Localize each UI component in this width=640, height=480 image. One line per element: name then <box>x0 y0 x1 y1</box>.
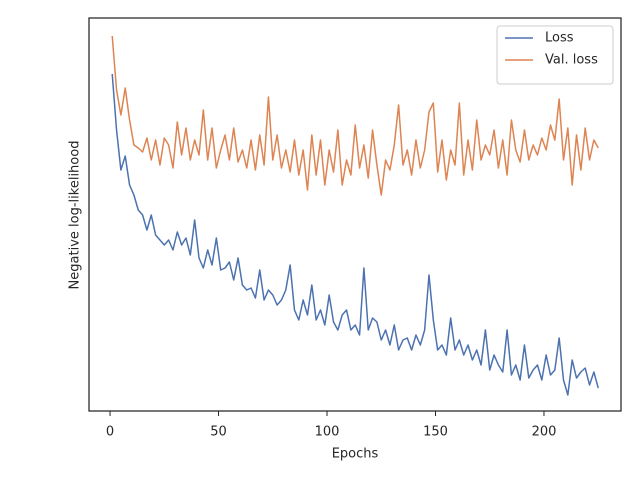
x-tick-label: 100 <box>315 425 340 440</box>
legend-label: Val. loss <box>545 53 598 68</box>
legend-label: Loss <box>545 31 574 46</box>
plot-frame <box>88 17 622 412</box>
y-axis-label: Negative log-likelihood <box>68 141 83 290</box>
x-tick-label: 150 <box>423 425 448 440</box>
x-tick-label: 0 <box>106 425 114 440</box>
line-series <box>111 35 599 196</box>
x-tick-label: 50 <box>210 425 227 440</box>
legend-box <box>496 25 614 85</box>
line-series <box>111 73 599 396</box>
x-tick-label: 200 <box>532 425 557 440</box>
x-axis-label: Epochs <box>332 447 379 462</box>
